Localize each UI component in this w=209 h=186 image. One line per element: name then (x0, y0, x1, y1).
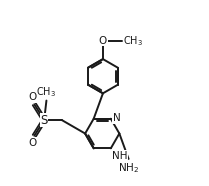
Text: N: N (113, 113, 120, 123)
Text: S: S (41, 113, 48, 126)
Text: NH$_2$: NH$_2$ (118, 161, 139, 174)
Text: CH$_3$: CH$_3$ (123, 34, 143, 48)
Text: CH$_3$: CH$_3$ (36, 85, 56, 99)
Text: NH: NH (112, 151, 128, 161)
Text: O: O (99, 36, 107, 46)
Text: O: O (28, 92, 36, 102)
Text: O: O (28, 138, 36, 147)
